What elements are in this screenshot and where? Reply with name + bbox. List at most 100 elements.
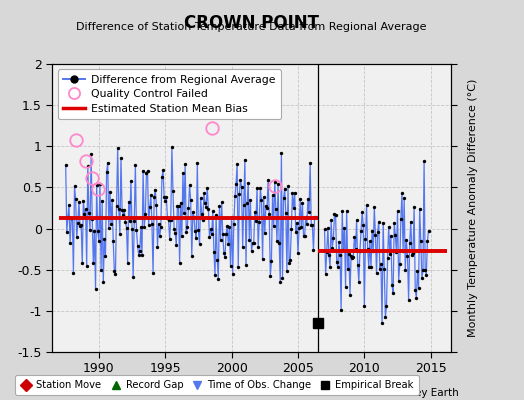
Point (87, 151, 95, 158)
Point (86, 227, 94, 233)
Point (94, 228, 102, 234)
Point (298, 200, 307, 206)
Point (275, 240, 283, 246)
Point (376, 265, 384, 272)
Point (78, 260, 86, 266)
Point (64, 214, 72, 220)
Point (223, 223, 232, 230)
Text: Berkeley Earth: Berkeley Earth (382, 388, 458, 398)
Point (140, 224, 148, 230)
Point (82, 262, 91, 269)
Point (358, 209, 366, 215)
Point (335, 239, 343, 245)
Point (138, 252, 146, 258)
Point (421, 267, 429, 273)
Point (106, 188, 114, 195)
Point (297, 224, 305, 230)
Point (208, 231, 216, 237)
Point (357, 228, 365, 234)
Point (336, 252, 344, 258)
Point (130, 218, 138, 224)
Point (150, 194, 158, 201)
Point (256, 185, 265, 191)
Point (177, 200, 185, 206)
Point (65, 202, 73, 208)
Point (408, 252, 416, 259)
Point (249, 240, 258, 247)
Point (157, 224, 165, 230)
Point (226, 263, 235, 269)
Point (118, 207, 126, 214)
Point (117, 155, 125, 161)
Point (193, 160, 202, 166)
Point (84, 163, 92, 170)
Point (66, 239, 74, 246)
Point (211, 272, 219, 278)
Point (160, 194, 168, 200)
Point (72, 234, 81, 241)
Point (187, 197, 195, 203)
Point (90, 227, 99, 234)
Legend: Difference from Regional Average, Quality Control Failed, Estimated Station Mean: Difference from Regional Average, Qualit… (58, 70, 281, 119)
Point (233, 161, 242, 168)
Point (79, 197, 88, 204)
Point (91, 286, 100, 293)
Point (142, 170, 150, 176)
Point (329, 235, 337, 242)
Point (192, 235, 200, 241)
Point (330, 211, 339, 217)
Point (417, 238, 425, 244)
Point (241, 156, 249, 163)
Point (291, 228, 300, 235)
Point (286, 257, 294, 263)
Point (227, 214, 236, 221)
Point (225, 224, 234, 230)
Point (247, 248, 256, 254)
Point (71, 196, 80, 202)
Point (268, 192, 277, 198)
Point (206, 226, 215, 232)
Point (328, 244, 336, 251)
Point (99, 279, 107, 286)
Point (289, 205, 298, 212)
Point (236, 177, 245, 183)
Point (281, 210, 290, 216)
Point (419, 267, 427, 273)
Y-axis label: Monthly Temperature Anomaly Difference (°C): Monthly Temperature Anomaly Difference (… (468, 79, 478, 337)
Point (337, 307, 345, 313)
Point (267, 258, 276, 264)
Point (70, 183, 79, 189)
Point (132, 227, 140, 233)
Point (148, 221, 156, 227)
Point (122, 224, 130, 231)
Point (189, 209, 197, 215)
Point (242, 262, 250, 268)
Point (405, 297, 413, 304)
Point (389, 290, 397, 296)
Point (128, 226, 136, 233)
Point (212, 212, 220, 218)
Point (165, 217, 173, 224)
Point (276, 279, 285, 285)
Point (359, 222, 367, 228)
Point (89, 260, 97, 266)
Point (265, 211, 274, 218)
Point (391, 232, 399, 238)
Point (213, 256, 222, 263)
Point (260, 230, 269, 236)
Point (173, 203, 182, 209)
Point (115, 206, 123, 213)
Point (411, 287, 419, 293)
Point (92, 182, 101, 188)
Point (264, 176, 272, 183)
Point (235, 191, 244, 197)
Point (172, 242, 180, 248)
Point (152, 202, 160, 208)
Point (304, 196, 312, 202)
Point (270, 179, 279, 186)
Point (259, 194, 268, 200)
Point (412, 294, 421, 301)
Point (121, 219, 129, 225)
Point (373, 270, 381, 277)
Point (296, 196, 304, 202)
